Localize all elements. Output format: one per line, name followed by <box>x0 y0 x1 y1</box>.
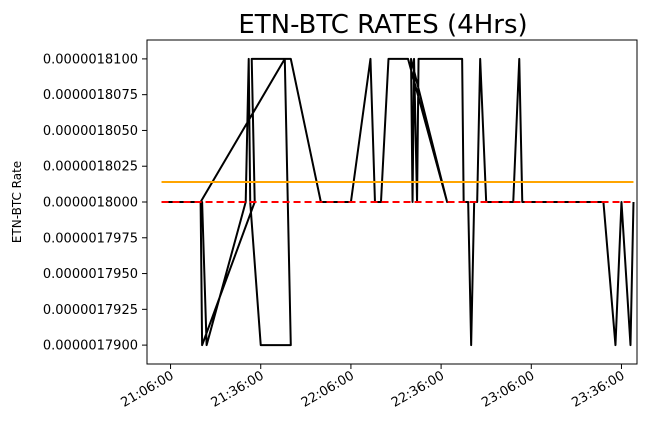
y-axis-label: ETN-BTC Rate <box>10 161 24 243</box>
y-tick-label-3: 0.0000017950 <box>43 267 138 282</box>
x-tick-label-2: 21:36:00 <box>209 368 267 410</box>
x-tick-label-5: 23:06:00 <box>479 368 537 410</box>
y-tick-label-2: 0.0000017925 <box>43 303 138 318</box>
series-layer <box>161 57 635 347</box>
x-tick-label-1: 21:06:00 <box>118 368 176 410</box>
y-tick-label-4: 0.0000017975 <box>43 231 138 246</box>
y-tick-label-6: 0.0000018025 <box>43 160 138 175</box>
axes-layer: 0.0000017900 0.0000017925 0.0000017950 0.00… <box>43 39 638 411</box>
y-tick-label-8: 0.0000018075 <box>43 88 138 103</box>
y-tick-label-5: 0.0000018000 <box>43 196 138 211</box>
x-tick-label-4: 22:36:00 <box>389 368 447 410</box>
series-line-1 <box>161 57 635 347</box>
y-tick-label-1: 0.0000017900 <box>43 339 138 354</box>
y-tick-label-9: 0.0000018100 <box>43 52 138 67</box>
y-tick-label-7: 0.0000018050 <box>43 124 138 139</box>
chart-title: ETN-BTC RATES (4Hrs) <box>238 10 527 40</box>
x-tick-label-3: 22:06:00 <box>299 368 357 410</box>
x-tick-label-6: 23:36:00 <box>569 368 627 410</box>
